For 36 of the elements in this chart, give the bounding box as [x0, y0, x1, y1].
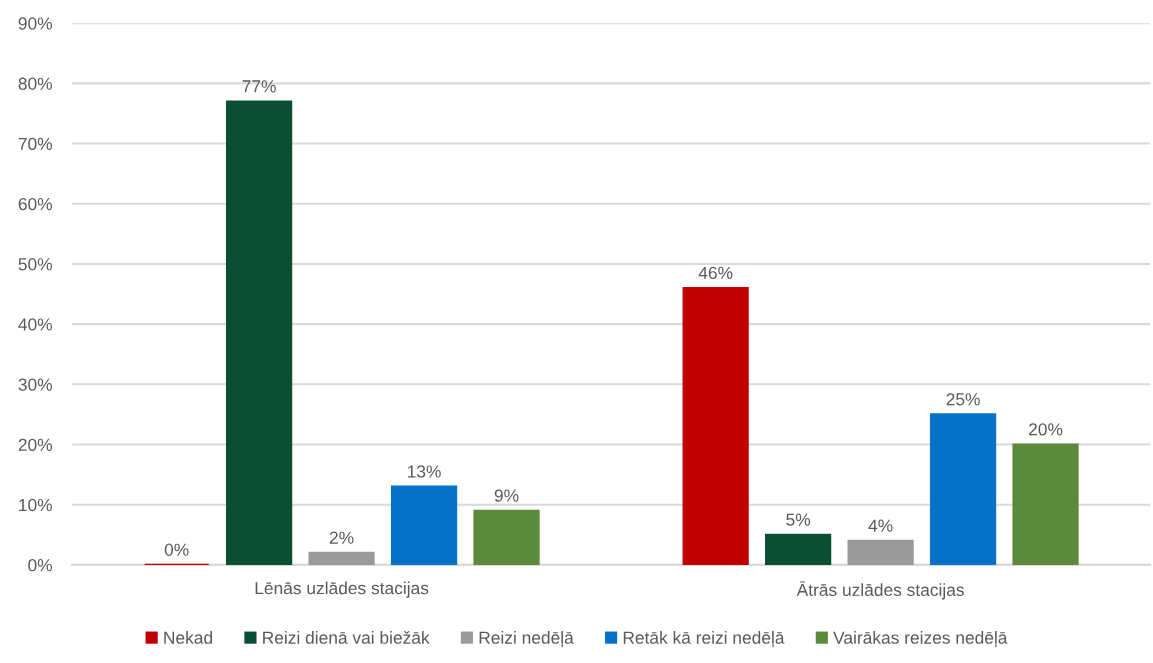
bar	[682, 286, 749, 565]
legend-label: Nekad	[164, 631, 212, 644]
y-tick-label: 10%	[19, 498, 52, 512]
legend-label: Retāk kā reizi nedēļā	[623, 631, 785, 648]
y-tick-label: 20%	[18, 438, 52, 451]
x-tick-label: Lēnās uzlādes stacijas	[255, 581, 429, 598]
bar	[308, 551, 375, 565]
y-tick-label: 70%	[18, 137, 52, 151]
y-tick-label: 90%	[18, 17, 52, 30]
bar	[765, 533, 832, 565]
bar	[929, 413, 997, 565]
data-label: 13%	[408, 465, 441, 478]
bar	[473, 509, 540, 565]
data-label: 20%	[1029, 423, 1063, 436]
x-tick-label: Ātrās uzlādes stacijas	[796, 581, 964, 600]
y-tick-label: 80%	[18, 77, 52, 90]
y-tick-label: 60%	[18, 197, 52, 211]
bar	[225, 100, 293, 565]
data-label: 9%	[494, 489, 519, 502]
legend-label: Vairākas reizes nedēļā	[833, 631, 1008, 648]
data-label: 25%	[946, 393, 980, 406]
legend-label: Reizi dienā vai biežāk	[263, 631, 430, 644]
y-tick-label: 40%	[18, 318, 52, 331]
y-tick-label: 50%	[18, 258, 52, 271]
y-tick-label: 30%	[18, 378, 52, 391]
data-label: 5%	[786, 513, 811, 526]
legend-label: Reizi nedēļā	[479, 631, 574, 648]
data-label: 77%	[242, 80, 276, 93]
bar	[390, 485, 458, 565]
bar	[1012, 443, 1079, 565]
data-label: 0%	[164, 543, 189, 556]
data-label: 4%	[868, 519, 893, 532]
bar	[847, 539, 914, 565]
data-label: 46%	[698, 266, 733, 280]
y-tick-label: 0%	[28, 559, 52, 572]
data-label: 2%	[329, 531, 354, 544]
